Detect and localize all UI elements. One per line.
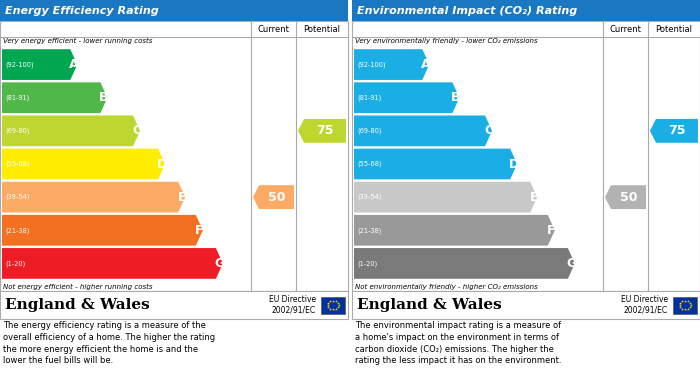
Text: (1-20): (1-20) bbox=[5, 260, 25, 267]
Text: 75: 75 bbox=[668, 124, 686, 137]
Text: (39-54): (39-54) bbox=[357, 194, 382, 201]
Text: England & Wales: England & Wales bbox=[357, 298, 502, 312]
Text: (21-38): (21-38) bbox=[5, 227, 29, 233]
Bar bbox=[352, 291, 700, 319]
Text: Potential: Potential bbox=[655, 25, 692, 34]
Text: Current: Current bbox=[610, 25, 641, 34]
Text: E: E bbox=[529, 191, 538, 204]
Text: F: F bbox=[547, 224, 556, 237]
Text: D: D bbox=[508, 158, 519, 170]
Polygon shape bbox=[2, 83, 107, 113]
Polygon shape bbox=[354, 182, 537, 213]
Text: C: C bbox=[484, 124, 493, 137]
Text: Very energy efficient - lower running costs: Very energy efficient - lower running co… bbox=[3, 38, 153, 44]
Text: EU Directive
2002/91/EC: EU Directive 2002/91/EC bbox=[621, 295, 668, 315]
Text: (1-20): (1-20) bbox=[357, 260, 377, 267]
Polygon shape bbox=[354, 248, 575, 279]
Text: D: D bbox=[157, 158, 167, 170]
Text: G: G bbox=[214, 257, 225, 270]
Polygon shape bbox=[2, 49, 77, 80]
Polygon shape bbox=[2, 149, 165, 179]
Polygon shape bbox=[2, 115, 140, 146]
Text: England & Wales: England & Wales bbox=[5, 298, 150, 312]
Text: EU Directive
2002/91/EC: EU Directive 2002/91/EC bbox=[269, 295, 316, 315]
Text: 50: 50 bbox=[620, 191, 637, 204]
Bar bbox=[0, 291, 348, 319]
Text: (55-68): (55-68) bbox=[5, 161, 29, 167]
Polygon shape bbox=[354, 215, 555, 246]
Text: (39-54): (39-54) bbox=[5, 194, 29, 201]
Text: (92-100): (92-100) bbox=[357, 61, 386, 68]
Text: Potential: Potential bbox=[304, 25, 340, 34]
Text: (55-68): (55-68) bbox=[357, 161, 382, 167]
Text: Not energy efficient - higher running costs: Not energy efficient - higher running co… bbox=[3, 284, 153, 290]
Text: (81-91): (81-91) bbox=[5, 95, 29, 101]
Bar bbox=[352, 0, 700, 21]
Text: (81-91): (81-91) bbox=[357, 95, 382, 101]
Polygon shape bbox=[253, 185, 294, 209]
Polygon shape bbox=[354, 115, 492, 146]
Text: The environmental impact rating is a measure of
a home's impact on the environme: The environmental impact rating is a mea… bbox=[355, 321, 561, 366]
Polygon shape bbox=[650, 119, 698, 143]
Text: 75: 75 bbox=[316, 124, 334, 137]
Polygon shape bbox=[354, 149, 517, 179]
Text: (69-80): (69-80) bbox=[5, 127, 29, 134]
Polygon shape bbox=[605, 185, 646, 209]
Text: (92-100): (92-100) bbox=[5, 61, 34, 68]
Text: Energy Efficiency Rating: Energy Efficiency Rating bbox=[5, 5, 159, 16]
Polygon shape bbox=[298, 119, 346, 143]
Polygon shape bbox=[2, 215, 203, 246]
Text: The energy efficiency rating is a measure of the
overall efficiency of a home. T: The energy efficiency rating is a measur… bbox=[3, 321, 215, 366]
Text: Not environmentally friendly - higher CO₂ emissions: Not environmentally friendly - higher CO… bbox=[355, 284, 538, 290]
Bar bbox=[0, 0, 348, 21]
Polygon shape bbox=[2, 248, 223, 279]
Text: 50: 50 bbox=[267, 191, 286, 204]
Text: (69-80): (69-80) bbox=[357, 127, 382, 134]
Bar bbox=[348, 0, 352, 391]
Text: C: C bbox=[132, 124, 141, 137]
Bar bbox=[673, 296, 697, 314]
Text: E: E bbox=[178, 191, 186, 204]
Text: G: G bbox=[566, 257, 577, 270]
Polygon shape bbox=[354, 49, 429, 80]
Text: (21-38): (21-38) bbox=[357, 227, 382, 233]
Polygon shape bbox=[2, 182, 186, 213]
Text: A: A bbox=[421, 58, 430, 71]
Text: F: F bbox=[195, 224, 204, 237]
Text: B: B bbox=[452, 91, 461, 104]
Polygon shape bbox=[354, 83, 459, 113]
Text: B: B bbox=[99, 91, 108, 104]
Text: A: A bbox=[69, 58, 78, 71]
Bar bbox=[352, 21, 700, 291]
Text: Environmental Impact (CO₂) Rating: Environmental Impact (CO₂) Rating bbox=[357, 5, 578, 16]
Bar bbox=[321, 296, 345, 314]
Bar bbox=[0, 21, 348, 291]
Text: Current: Current bbox=[258, 25, 289, 34]
Text: Very environmentally friendly - lower CO₂ emissions: Very environmentally friendly - lower CO… bbox=[355, 38, 538, 44]
